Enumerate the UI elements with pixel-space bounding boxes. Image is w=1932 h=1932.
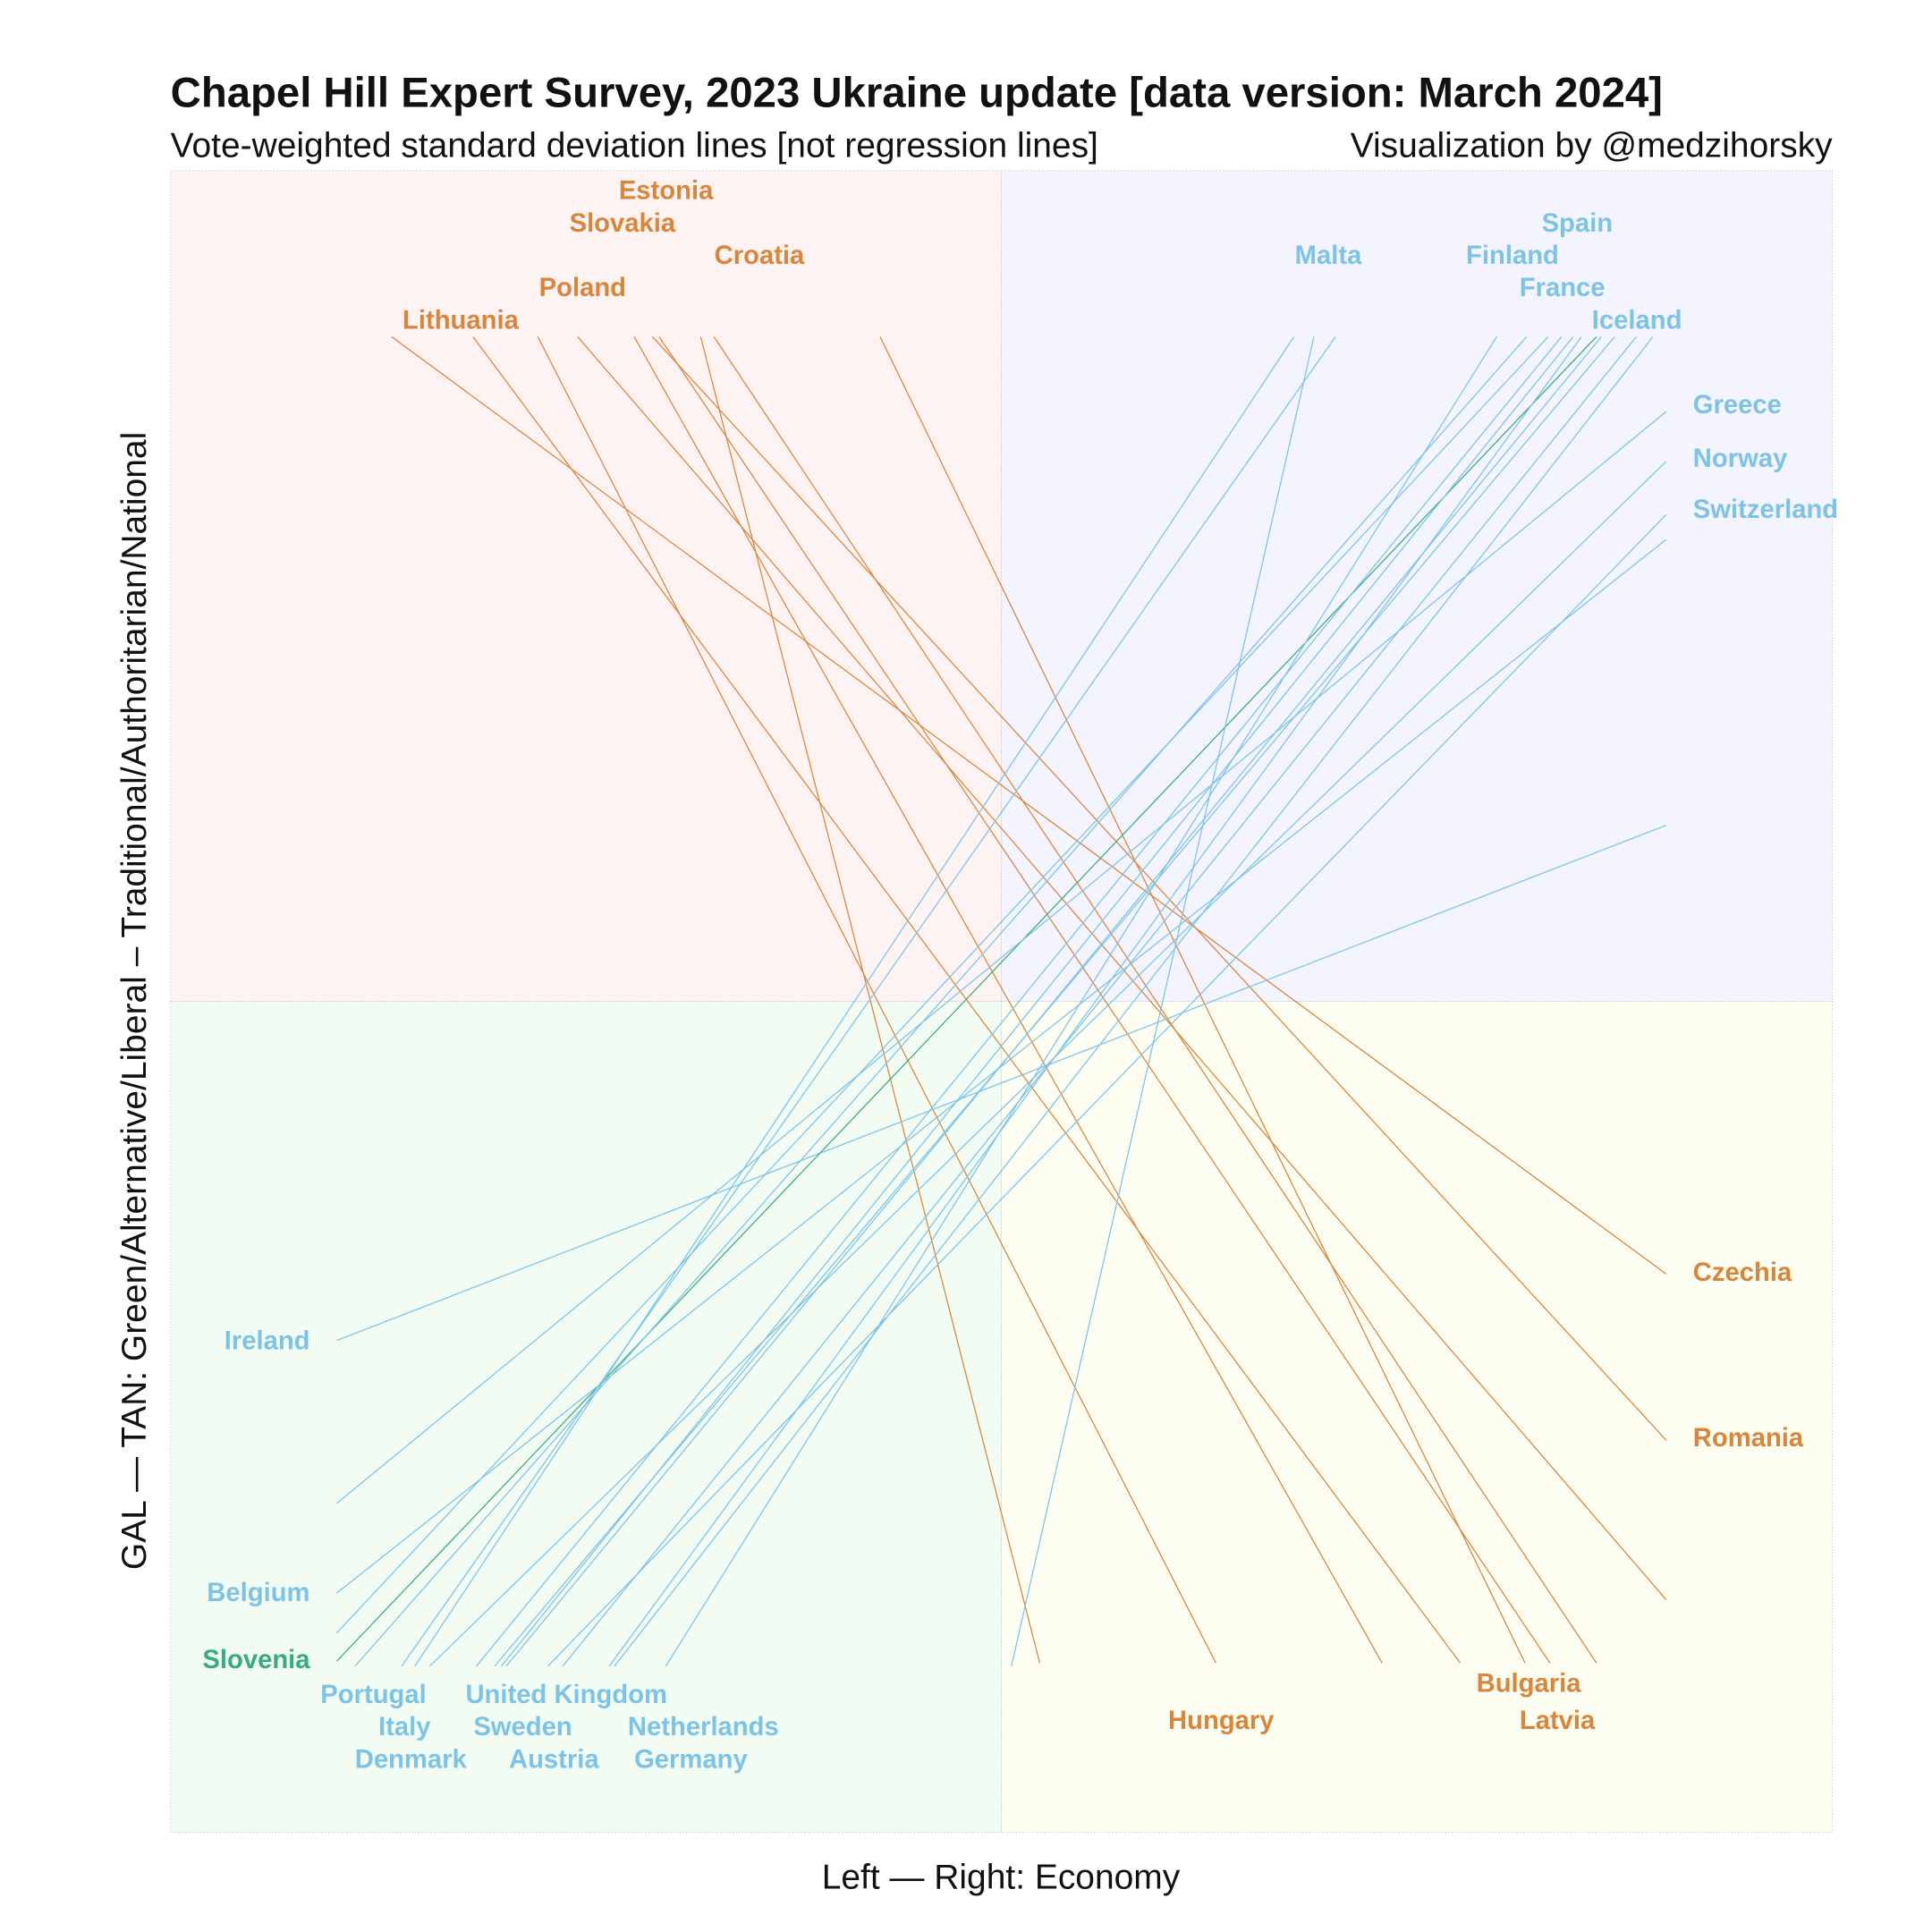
label-belgium: Belgium bbox=[207, 1579, 309, 1607]
label-hungary: Hungary bbox=[1168, 1707, 1275, 1735]
label-latvia: Latvia bbox=[1520, 1707, 1596, 1735]
country-labels: Czechia Lithuania Hungary Poland Slovakia Rom… bbox=[202, 177, 1838, 1775]
x-axis-label: Left — Right: Economy bbox=[822, 1858, 1181, 1896]
quadrant-top-left bbox=[170, 170, 1003, 1003]
label-united-kingdom: United Kingdom bbox=[465, 1681, 667, 1709]
label-ireland: Ireland bbox=[225, 1327, 310, 1356]
label-finland: Finland bbox=[1466, 242, 1559, 270]
label-greece: Greece bbox=[1693, 391, 1782, 419]
line-sweden bbox=[494, 336, 1615, 1667]
label-portugal: Portugal bbox=[320, 1681, 427, 1709]
chart-title: Chapel Hill Expert Survey, 2023 Ukraine … bbox=[171, 70, 1663, 117]
label-denmark: Denmark bbox=[355, 1745, 468, 1774]
line-estonia bbox=[658, 336, 1551, 1664]
label-germany: Germany bbox=[634, 1745, 748, 1774]
label-switzerland: Switzerland bbox=[1693, 496, 1838, 524]
label-spain: Spain bbox=[1542, 209, 1614, 238]
label-bulgaria: Bulgaria bbox=[1477, 1669, 1582, 1698]
label-czechia: Czechia bbox=[1693, 1258, 1792, 1287]
label-sweden: Sweden bbox=[473, 1713, 572, 1741]
label-romania: Romania bbox=[1693, 1424, 1804, 1453]
label-netherlands: Netherlands bbox=[628, 1713, 779, 1741]
line-poland bbox=[577, 336, 1667, 1600]
label-italy: Italy bbox=[378, 1713, 431, 1741]
line-denmark bbox=[401, 336, 1336, 1667]
line-czechia bbox=[391, 335, 1667, 1275]
line-slovakia bbox=[633, 336, 1383, 1664]
line-malta bbox=[1011, 336, 1315, 1666]
line-spain bbox=[336, 336, 1549, 1634]
line-greece bbox=[336, 411, 1667, 1504]
label-poland: Poland bbox=[539, 274, 626, 302]
quadrant-bottom-left bbox=[170, 1001, 1003, 1834]
quadrant-top-right bbox=[1001, 170, 1834, 1003]
line-lithuania bbox=[472, 336, 1461, 1664]
label-malta: Malta bbox=[1295, 242, 1362, 270]
label-france: France bbox=[1520, 274, 1606, 302]
label-estonia: Estonia bbox=[619, 177, 714, 206]
line-romania bbox=[652, 336, 1667, 1441]
line-portugal bbox=[354, 336, 1528, 1667]
line-iceland bbox=[614, 336, 1654, 1667]
line-france bbox=[608, 336, 1582, 1667]
line-slovenia bbox=[336, 336, 1597, 1662]
y-axis-label: GAL — TAN: Green/Alternative/Liberal – T… bbox=[115, 432, 154, 1570]
label-slovakia: Slovakia bbox=[570, 209, 676, 238]
line-finland bbox=[665, 336, 1497, 1667]
line-hungary bbox=[537, 336, 1216, 1664]
quadrant-bottom-right bbox=[1001, 1001, 1834, 1834]
label-lithuania: Lithuania bbox=[402, 306, 520, 335]
line-italy bbox=[414, 336, 1295, 1667]
label-iceland: Iceland bbox=[1592, 306, 1682, 335]
line-switzerland bbox=[547, 513, 1667, 1667]
line-norway bbox=[429, 461, 1667, 1667]
chart-credit: Visualization by @medzihorsky bbox=[1351, 126, 1833, 165]
line-ireland bbox=[336, 825, 1667, 1342]
label-slovenia: Slovenia bbox=[202, 1646, 310, 1674]
label-norway: Norway bbox=[1693, 445, 1788, 473]
chart-subtitle: Vote-weighted standard deviation lines [… bbox=[171, 126, 1098, 165]
line-austria bbox=[500, 336, 1574, 1667]
line-latvia bbox=[713, 336, 1597, 1664]
label-austria: Austria bbox=[509, 1745, 599, 1774]
line-germany bbox=[562, 336, 1637, 1667]
line-bulgaria bbox=[879, 336, 1526, 1664]
quadrant-backgrounds bbox=[170, 170, 1834, 1834]
label-croatia: Croatia bbox=[715, 242, 805, 270]
country-lines bbox=[336, 335, 1667, 1667]
line-belgium bbox=[336, 538, 1667, 1594]
